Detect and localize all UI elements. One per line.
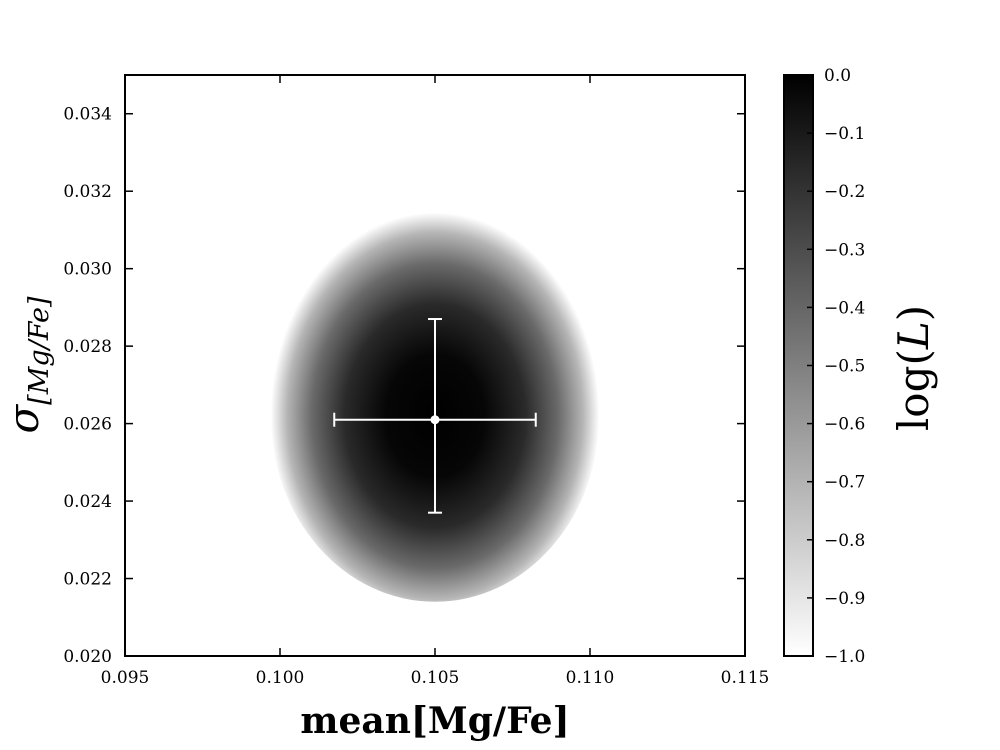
y-tick-label: 0.034 xyxy=(63,105,112,125)
colorbar-tick-label: −1.0 xyxy=(824,647,865,667)
x-tick-label: 0.095 xyxy=(101,668,150,688)
y-tick-label: 0.022 xyxy=(63,570,112,590)
y-tick-label: 0.028 xyxy=(63,337,112,357)
x-axis-label: mean[Mg/Fe] xyxy=(300,700,569,742)
colorbar-label-paren-close: ) xyxy=(889,305,938,321)
y-axis-label-subscript: [Mg/Fe] xyxy=(24,296,55,405)
colorbar-tick-label: −0.2 xyxy=(824,182,865,202)
colorbar-tick-label: 0.0 xyxy=(824,66,851,86)
colorbar-tick-label: −0.3 xyxy=(824,240,865,260)
colorbar-label-var: L xyxy=(889,321,938,350)
y-axis-label: σ[Mg/Fe] xyxy=(0,296,55,433)
y-tick-label: 0.030 xyxy=(63,260,112,280)
colorbar-tick-label: −0.9 xyxy=(824,589,865,609)
x-tick-label: 0.115 xyxy=(721,668,770,688)
colorbar-ticks: 0.0 −0.1 −0.2 −0.3 −0.4 −0.5 −0.6 −0.7 −0.8 −0.9 −… xyxy=(807,66,865,667)
y-tick-label: 0.032 xyxy=(63,182,112,202)
colorbar-tick-label: −0.5 xyxy=(824,357,865,377)
colorbar-tick-label: −0.7 xyxy=(824,473,865,493)
x-tick-label: 0.100 xyxy=(256,668,305,688)
x-tick-label: 0.110 xyxy=(566,668,615,688)
best-fit-point xyxy=(430,415,440,425)
colorbar-tick-label: −0.4 xyxy=(824,298,865,318)
y-axis-label-symbol: σ xyxy=(0,404,48,434)
y-tick-label: 0.020 xyxy=(63,647,112,667)
colorbar-tick-label: −0.8 xyxy=(824,531,865,551)
x-axis-ticks: 0.095 0.100 0.105 0.110 0.115 xyxy=(101,75,770,688)
x-tick-label: 0.105 xyxy=(411,668,460,688)
y-axis-ticks: 0.020 0.022 0.024 0.026 0.028 0.030 0.032 0.034 xyxy=(63,105,745,667)
colorbar-label-func: log xyxy=(889,366,938,432)
colorbar-tick-label: −0.1 xyxy=(824,124,865,144)
colorbar-label-paren-open: ( xyxy=(889,349,938,365)
colorbar-label: log(L) xyxy=(889,305,938,431)
y-tick-label: 0.026 xyxy=(63,415,112,435)
colorbar-tick-label: −0.6 xyxy=(824,415,865,435)
y-tick-label: 0.024 xyxy=(63,492,112,512)
